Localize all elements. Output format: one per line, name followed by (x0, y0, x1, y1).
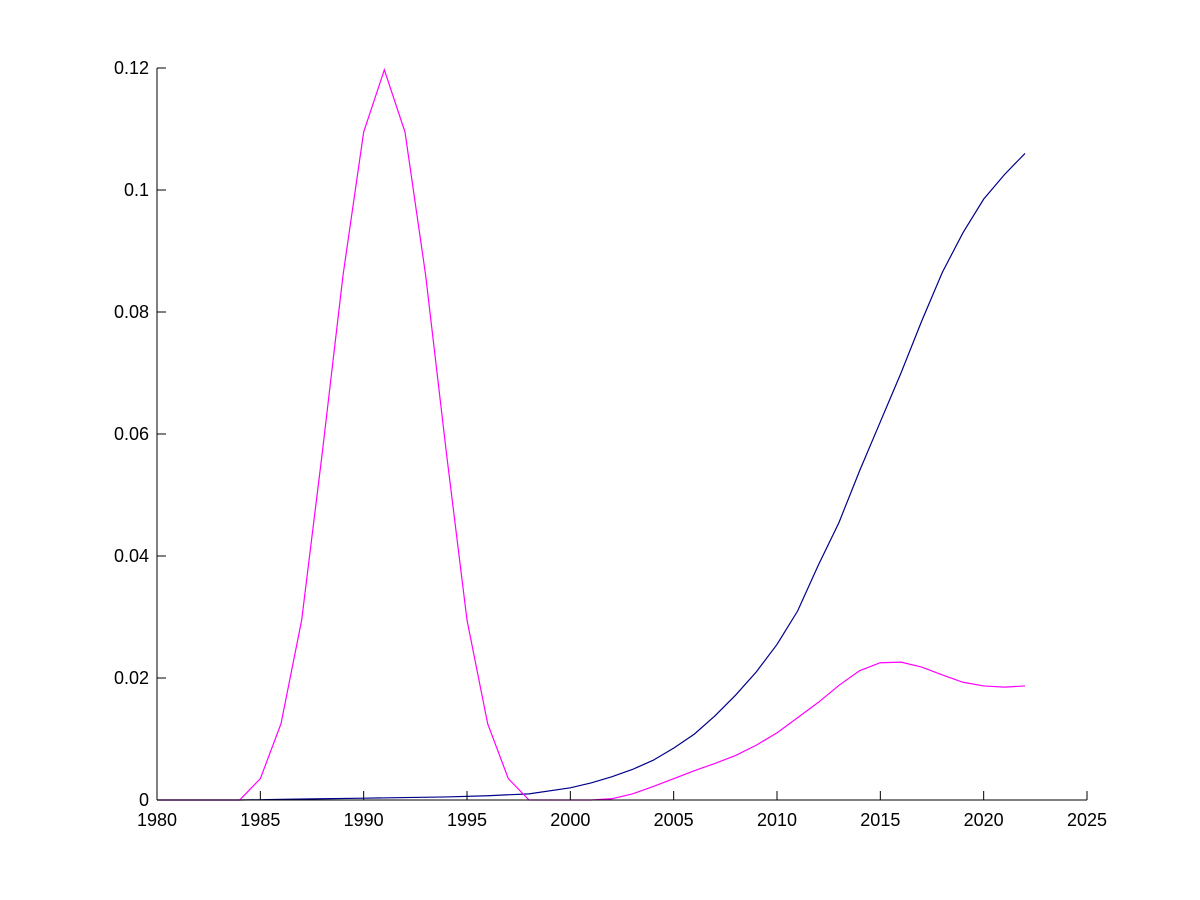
x-tick-label: 2010 (757, 810, 797, 830)
x-tick-label: 1985 (240, 810, 280, 830)
y-tick-label: 0.06 (114, 424, 149, 444)
x-tick-label: 2015 (860, 810, 900, 830)
x-tick-label: 2000 (550, 810, 590, 830)
y-tick-label: 0.1 (124, 180, 149, 200)
x-tick-label: 2005 (654, 810, 694, 830)
axes-layer: 1980 1985 1990 1995 2000 2005 2010 2015 2020 2025… (114, 58, 1107, 830)
x-tick-label: 1980 (137, 810, 177, 830)
x-tick-label: 2025 (1067, 810, 1107, 830)
x-tick-label: 1995 (447, 810, 487, 830)
x-tick-label: 2020 (964, 810, 1004, 830)
y-tick-label: 0 (139, 790, 149, 810)
y-tick-label: 0.08 (114, 302, 149, 322)
y-tick-label: 0.12 (114, 58, 149, 78)
y-tick-label: 0.04 (114, 546, 149, 566)
x-tick-label: 1990 (344, 810, 384, 830)
series-line-1 (157, 152, 1026, 801)
y-tick-label: 0.02 (114, 668, 149, 688)
